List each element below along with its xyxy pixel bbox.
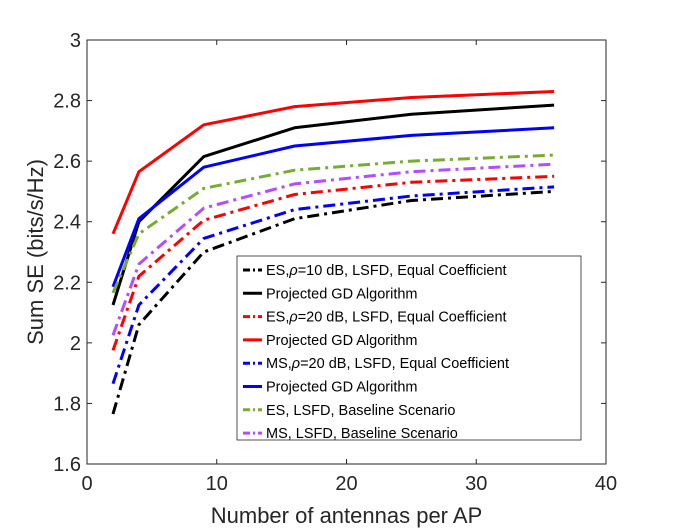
x-tick-label: 20 <box>335 473 357 495</box>
y-tick-label: 2 <box>70 333 81 355</box>
legend-label-text: MS, LSFD, Baseline Scenario <box>266 426 458 442</box>
y-tick-label: 2.2 <box>53 272 81 294</box>
legend-label-text: MS, <box>266 356 292 372</box>
x-tick-label: 10 <box>206 473 228 495</box>
legend-label-8: MS, LSFD, Baseline Scenario <box>266 426 458 442</box>
y-tick-label: 1.6 <box>53 454 81 476</box>
legend-label-6: Projected GD Algorithm <box>266 380 418 396</box>
legend-rho-symbol: ρ <box>288 263 297 279</box>
legend-label-4: Projected GD Algorithm <box>266 333 418 349</box>
legend-label-5: MS,ρ=20 dB, LSFD, Equal Coefficient <box>266 356 509 372</box>
legend-rho-symbol: ρ <box>288 310 297 326</box>
x-tick-label: 30 <box>465 473 487 495</box>
y-tick-label: 1.8 <box>53 393 81 415</box>
legend-label-text: ES, <box>266 263 289 279</box>
legend-label-text: Projected GD Algorithm <box>266 380 418 396</box>
legend: ES,ρ=10 dB, LSFD, Equal CoefficientProje… <box>237 256 581 442</box>
legend-label-2: Projected GD Algorithm <box>266 286 418 302</box>
legend-label-suffix: =20 dB, LSFD, Equal Coefficient <box>300 356 509 372</box>
x-axis-label: Number of antennas per AP <box>211 503 483 528</box>
x-tick-label: 40 <box>595 473 617 495</box>
legend-rho-symbol: ρ <box>291 356 300 372</box>
legend-label-text: ES, LSFD, Baseline Scenario <box>266 403 455 419</box>
y-tick-label: 2.4 <box>53 212 81 234</box>
y-axis-label: Sum SE (bits/s/Hz) <box>23 159 48 345</box>
legend-label-7: ES, LSFD, Baseline Scenario <box>266 403 455 419</box>
legend-label-text: Projected GD Algorithm <box>266 286 418 302</box>
legend-label-suffix: =10 dB, LSFD, Equal Coefficient <box>298 263 507 279</box>
sum-se-line-chart: 0 10 20 30 40 1.6 1.8 2 2.2 2.4 2.6 2.8 3 Number of … <box>0 0 673 530</box>
y-tick-label: 3 <box>70 30 81 52</box>
legend-label-3: ES,ρ=20 dB, LSFD, Equal Coefficient <box>266 310 507 326</box>
y-tick-label: 2.6 <box>53 151 81 173</box>
y-tick-label: 2.8 <box>53 91 81 113</box>
legend-label-text: ES, <box>266 310 289 326</box>
legend-label-suffix: =20 dB, LSFD, Equal Coefficient <box>298 310 507 326</box>
legend-label-1: ES,ρ=10 dB, LSFD, Equal Coefficient <box>266 263 507 279</box>
x-tick-label: 0 <box>81 473 92 495</box>
legend-label-text: Projected GD Algorithm <box>266 333 418 349</box>
